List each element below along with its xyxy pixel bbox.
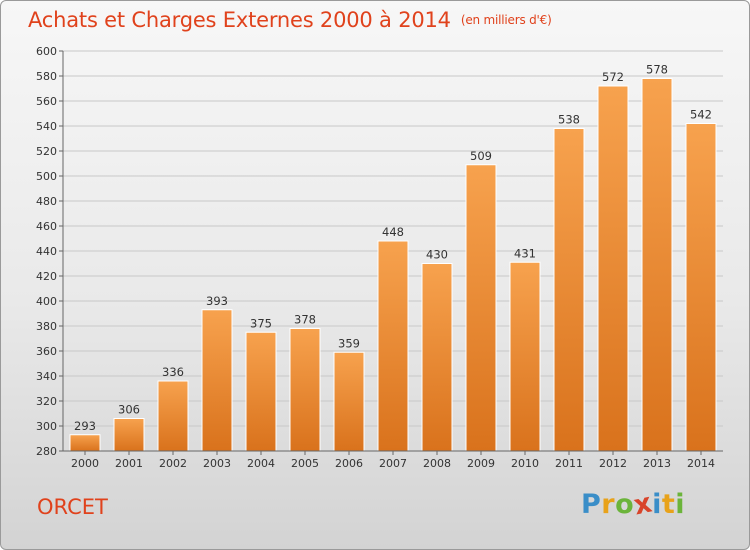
bar-2005 <box>289 328 321 452</box>
bar-2003 <box>201 309 233 452</box>
y-tick-label: 400 <box>36 295 57 308</box>
x-tick-label: 2005 <box>291 457 319 470</box>
y-axis: 280 300 320 340 360 380 400 420 440 460 480 500 520 5… <box>36 45 64 458</box>
y-tick-label: 300 <box>36 420 57 433</box>
y-tick-label: 480 <box>36 195 57 208</box>
bar-2009 <box>465 164 497 452</box>
bar-2001 <box>113 418 145 452</box>
y-tick-label: 360 <box>36 345 57 358</box>
x-tick-label: 2003 <box>203 457 231 470</box>
bar-value-label: 542 <box>690 108 712 122</box>
bar-value-label: 572 <box>602 70 624 84</box>
bar-value-label: 431 <box>514 246 536 260</box>
y-tick-label: 280 <box>36 445 57 458</box>
x-tick-label: 2012 <box>599 457 627 470</box>
bar-value-label: 375 <box>250 316 272 330</box>
bar-value-label: 430 <box>426 248 448 262</box>
bar-2007 <box>377 240 409 452</box>
bar-value-label: 378 <box>294 313 316 327</box>
x-tick-label: 2007 <box>379 457 407 470</box>
bar-2014 <box>685 123 717 452</box>
x-axis: 2000 2001 2002 2003 2004 2005 2006 2007 2008 2009… <box>63 450 723 470</box>
bar-2011 <box>553 128 585 452</box>
y-tick-label: 320 <box>36 395 57 408</box>
x-tick-label: 2006 <box>335 457 363 470</box>
bar-value-label: 336 <box>162 365 184 379</box>
bar-2010 <box>509 261 541 452</box>
bar-value-label: 448 <box>382 225 404 239</box>
y-tick-label: 340 <box>36 370 57 383</box>
bar-2006 <box>333 351 365 452</box>
y-tick-label: 500 <box>36 170 57 183</box>
logo-letter: t <box>661 489 676 520</box>
y-tick-label: 560 <box>36 95 57 108</box>
logo-letter: i <box>675 489 686 520</box>
y-tick-label: 580 <box>36 70 57 83</box>
commune-name: ORCET <box>37 495 108 519</box>
unit-note: (en milliers d'€) <box>460 13 552 27</box>
title-text: Achats et Charges Externes 2000 à 2014 <box>28 8 451 32</box>
bar-value-label: 393 <box>206 294 228 308</box>
bar-2012 <box>597 85 629 452</box>
x-tick-label: 2004 <box>247 457 275 470</box>
bar-2008 <box>421 263 453 452</box>
x-tick-label: 2011 <box>555 457 583 470</box>
y-tick-label: 600 <box>36 45 57 58</box>
bar-value-label: 293 <box>74 419 96 433</box>
bar-2000 <box>69 434 101 452</box>
x-tick-label: 2013 <box>643 457 671 470</box>
bar-value-label: 509 <box>470 149 492 163</box>
bar-value-label: 359 <box>338 336 360 350</box>
x-tick-label: 2002 <box>159 457 187 470</box>
bar-2002 <box>157 380 189 452</box>
x-tick-label: 2008 <box>423 457 451 470</box>
bar-value-label: 306 <box>118 403 140 417</box>
logo-letter: o <box>615 489 635 520</box>
logo-letter: P <box>581 489 602 520</box>
chart-title: Achats et Charges Externes 2000 à 2014 (e… <box>28 8 552 32</box>
bar-2013 <box>641 78 673 452</box>
y-tick-label: 380 <box>36 320 57 333</box>
x-tick-label: 2014 <box>687 457 715 470</box>
bar-value-label: 578 <box>646 63 668 77</box>
x-tick-label: 2000 <box>71 457 99 470</box>
bars: 293 306 336 393 375 378 359 448 430 509 431 538 572 5… <box>69 63 717 452</box>
x-tick-label: 2009 <box>467 457 495 470</box>
logo-letter: r <box>601 489 616 520</box>
bar-value-label: 538 <box>558 113 580 127</box>
x-tick-label: 2010 <box>511 457 539 470</box>
proxiti-logo: Proxiti <box>581 487 686 521</box>
y-tick-label: 520 <box>36 145 57 158</box>
y-tick-label: 440 <box>36 245 57 258</box>
y-tick-label: 420 <box>36 270 57 283</box>
y-tick-label: 540 <box>36 120 57 133</box>
bar-2004 <box>245 331 277 452</box>
x-tick-label: 2001 <box>115 457 143 470</box>
y-tick-label: 460 <box>36 220 57 233</box>
logo-letter: i <box>652 489 662 520</box>
